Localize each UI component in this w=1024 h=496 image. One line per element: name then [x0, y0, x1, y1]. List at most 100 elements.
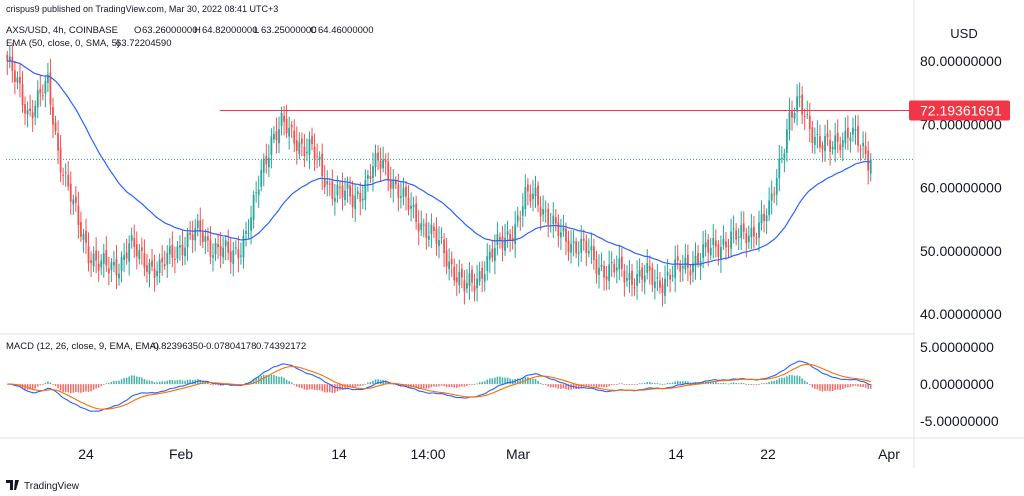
candle-body: [95, 250, 98, 261]
candle-body: [570, 243, 572, 253]
candle-body: [821, 145, 824, 149]
macd-histogram-bar: [643, 383, 646, 385]
price-tick-label: 40.00000000: [920, 306, 1002, 322]
macd-histogram-bar: [809, 384, 811, 385]
candle-body: [290, 124, 293, 128]
macd-histogram-bar: [529, 378, 532, 385]
candle-body: [846, 127, 849, 138]
macd-histogram-bar: [783, 377, 786, 385]
candle-body: [704, 242, 707, 248]
candle-body: [641, 267, 644, 280]
macd-histogram-bar: [387, 381, 389, 385]
candle-body: [514, 224, 517, 245]
macd-histogram-bar: [481, 381, 483, 385]
macd-histogram-bar: [463, 384, 466, 387]
macd-histogram-bar: [212, 384, 214, 386]
candle-body: [285, 118, 288, 134]
candle-body: [717, 244, 720, 257]
macd-histogram-bar: [450, 384, 453, 387]
candle-body: [191, 234, 194, 241]
macd-histogram-bar: [402, 384, 405, 387]
candle-body: [438, 239, 440, 247]
price-axis[interactable]: 80.0000000070.0000000060.0000000050.0000…: [909, 53, 1010, 322]
candle-body: [813, 136, 816, 145]
candle-body: [356, 191, 359, 195]
candle-body: [737, 236, 740, 238]
macd-histogram-bar: [138, 376, 141, 385]
macd-histogram-bar: [356, 384, 359, 387]
candle-body: [623, 270, 626, 283]
macd-histogram-bar: [516, 378, 519, 385]
candle-body: [455, 277, 458, 283]
macd-histogram-bar: [654, 383, 656, 385]
macd-histogram-bar: [542, 383, 544, 385]
candle-body: [526, 184, 529, 192]
candle-body: [557, 222, 560, 237]
macd-histogram-bar: [621, 383, 623, 385]
candle-body: [577, 252, 580, 254]
candle-body: [610, 262, 613, 264]
candle-body: [427, 236, 430, 240]
candle-body: [26, 109, 29, 115]
tradingview-logo[interactable]: TradingView: [6, 480, 80, 492]
candle-body: [349, 185, 352, 197]
candle-body: [80, 222, 82, 237]
candle-body: [384, 159, 387, 162]
macd-axis[interactable]: 5.00000000 0.00000000 -5.00000000: [920, 339, 999, 429]
macd-histogram-bar: [318, 384, 321, 391]
macd-histogram-bar: [85, 384, 87, 392]
candle-body: [608, 264, 611, 281]
candle-body: [753, 226, 755, 237]
macd-histogram-bar: [377, 379, 379, 385]
macd-histogram-bar: [628, 384, 631, 385]
price-pane[interactable]: [6, 42, 914, 307]
time-axis[interactable]: 24 Feb 14 14:00 Mar 14 22 Apr: [78, 446, 900, 462]
macd-histogram-bar: [384, 380, 387, 385]
candle-body: [49, 72, 52, 105]
macd-histogram-bar: [687, 381, 689, 385]
candle-body: [636, 274, 638, 286]
macd-histogram-bar: [445, 384, 448, 388]
macd-histogram-bar: [862, 384, 864, 388]
macd-histogram-bar: [374, 379, 377, 385]
macd-pane[interactable]: [7, 360, 872, 412]
candle-body: [539, 207, 542, 217]
macd-histogram-bar: [494, 377, 496, 385]
candle-body: [344, 190, 346, 200]
macd-histogram-bar: [737, 383, 740, 385]
ema-value: 63.72204590: [116, 38, 171, 49]
candle-body: [181, 244, 184, 256]
macd-histogram-bar: [92, 384, 95, 390]
candle-body: [52, 106, 54, 125]
candle-body: [633, 287, 636, 289]
candle-body: [544, 210, 547, 212]
candle-body: [394, 180, 397, 185]
currency-button[interactable]: USD: [944, 22, 984, 44]
candle-body: [529, 193, 532, 202]
candle-body: [791, 110, 793, 118]
macd-histogram-bar: [435, 384, 438, 387]
candle-body: [171, 244, 174, 258]
macd-histogram-bar: [740, 382, 742, 385]
macd-histogram-bar: [69, 384, 72, 394]
macd-histogram-bar: [103, 384, 105, 385]
macd-histogram-bar: [699, 382, 702, 385]
candle-body: [163, 264, 166, 267]
macd-histogram-bar: [128, 376, 130, 385]
candle-body: [31, 112, 34, 119]
candle-body: [323, 178, 326, 188]
candle-body: [151, 260, 153, 267]
candle-body: [834, 135, 837, 150]
candle-body: [143, 253, 146, 268]
macd-histogram-bar: [638, 383, 641, 385]
macd-histogram-bar: [847, 384, 849, 388]
macd-histogram-bar: [715, 381, 717, 385]
macd-histogram-bar: [392, 384, 395, 385]
candle-body: [336, 184, 339, 196]
candle-body: [504, 237, 506, 251]
macd-histogram-bar: [727, 383, 730, 385]
candle-body: [844, 130, 847, 144]
macd-histogram-bar: [57, 384, 59, 389]
macd-histogram-bar: [364, 383, 367, 385]
macd-histogram-bar: [420, 384, 422, 389]
